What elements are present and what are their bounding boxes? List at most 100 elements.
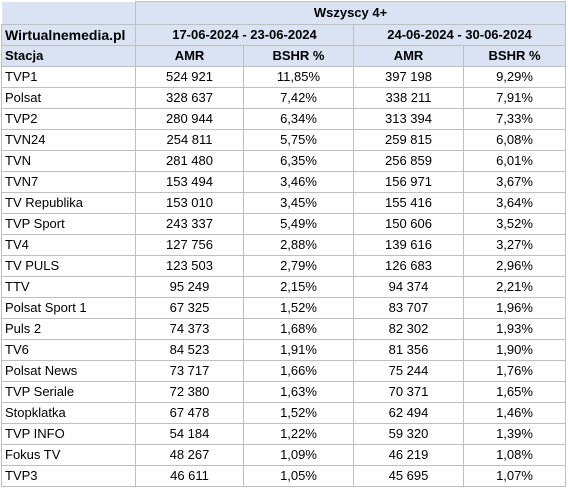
bshr1-cell: 1,63% xyxy=(243,381,354,403)
station-cell: TVP1 xyxy=(1,66,136,88)
amr1-cell: 74 373 xyxy=(135,318,244,340)
bshr2-cell: 1,65% xyxy=(462,381,567,403)
station-cell: TVN xyxy=(1,150,136,172)
group-header: Wszyscy 4+ xyxy=(134,1,567,25)
station-cell: TV4 xyxy=(1,234,136,256)
station-cell: Puls 2 xyxy=(1,318,136,340)
amr1-cell: 67 478 xyxy=(135,402,244,424)
bshr1-cell: 6,35% xyxy=(243,150,354,172)
bshr2-cell: 9,29% xyxy=(462,66,567,88)
table-row: TV6 84 523 1,91% 81 356 1,90% xyxy=(1,339,567,361)
period2-header: 24-06-2024 - 30-06-2024 xyxy=(352,24,567,46)
amr2-cell: 81 356 xyxy=(353,339,464,361)
table-row: TVN24 254 811 5,75% 259 815 6,08% xyxy=(1,129,567,151)
amr1-cell: 46 611 xyxy=(135,465,244,487)
bshr1-cell: 1,91% xyxy=(243,339,354,361)
amr2-cell: 338 211 xyxy=(353,87,464,109)
bshr2-cell: 1,46% xyxy=(462,402,567,424)
bshr2-cell: 1,07% xyxy=(462,465,567,487)
amr2-cell: 70 371 xyxy=(353,381,464,403)
amr-column-header-1: AMR xyxy=(135,45,244,67)
table-row: TV PULS 123 503 2,79% 126 683 2,96% xyxy=(1,255,567,277)
bshr1-cell: 1,52% xyxy=(243,402,354,424)
bshr2-cell: 2,96% xyxy=(462,255,567,277)
table-row: TVP Sport 243 337 5,49% 150 606 3,52% xyxy=(1,213,567,235)
station-cell: TVN7 xyxy=(1,171,136,193)
table-row: Polsat 328 637 7,42% 338 211 7,91% xyxy=(1,87,567,109)
amr1-cell: 67 325 xyxy=(135,297,244,319)
bshr2-cell: 1,76% xyxy=(462,360,567,382)
bshr2-cell: 1,93% xyxy=(462,318,567,340)
amr1-cell: 84 523 xyxy=(135,339,244,361)
bshr1-cell: 5,49% xyxy=(243,213,354,235)
header-row-group: Wszyscy 4+ xyxy=(1,1,567,25)
amr1-cell: 328 637 xyxy=(135,87,244,109)
station-cell: TVP INFO xyxy=(1,423,136,445)
table-row: TVP1 524 921 11,85% 397 198 9,29% xyxy=(1,66,567,88)
bshr2-cell: 7,91% xyxy=(462,87,567,109)
bshr2-cell: 3,27% xyxy=(462,234,567,256)
amr-column-header-2: AMR xyxy=(353,45,464,67)
amr2-cell: 75 244 xyxy=(353,360,464,382)
bshr1-cell: 1,05% xyxy=(243,465,354,487)
table-row: Puls 2 74 373 1,68% 82 302 1,93% xyxy=(1,318,567,340)
amr1-cell: 280 944 xyxy=(135,108,244,130)
bshr1-cell: 1,68% xyxy=(243,318,354,340)
station-cell: Polsat News xyxy=(1,360,136,382)
bshr1-cell: 1,52% xyxy=(243,297,354,319)
bshr1-cell: 2,15% xyxy=(243,276,354,298)
bshr1-cell: 7,42% xyxy=(243,87,354,109)
period1-header: 17-06-2024 - 23-06-2024 xyxy=(135,24,354,46)
station-cell: TVP2 xyxy=(1,108,136,130)
bshr2-cell: 1,39% xyxy=(462,423,567,445)
header-row-periods: Wirtualnemedia.pl 17-06-2024 - 23-06-202… xyxy=(1,24,567,46)
station-cell: TV PULS xyxy=(1,255,136,277)
table-row: TV4 127 756 2,88% 139 616 3,27% xyxy=(1,234,567,256)
table-row: Polsat News 73 717 1,66% 75 244 1,76% xyxy=(1,360,567,382)
amr1-cell: 72 380 xyxy=(135,381,244,403)
amr2-cell: 150 606 xyxy=(353,213,464,235)
bshr1-cell: 1,22% xyxy=(243,423,354,445)
station-cell: TVN24 xyxy=(1,129,136,151)
amr2-cell: 259 815 xyxy=(353,129,464,151)
amr1-cell: 73 717 xyxy=(135,360,244,382)
station-cell: TVP3 xyxy=(1,465,136,487)
table-row: TVN 281 480 6,35% 256 859 6,01% xyxy=(1,150,567,172)
station-cell: TV Republika xyxy=(1,192,136,214)
amr2-cell: 139 616 xyxy=(353,234,464,256)
amr2-cell: 256 859 xyxy=(353,150,464,172)
bshr1-cell: 3,46% xyxy=(243,171,354,193)
amr1-cell: 153 494 xyxy=(135,171,244,193)
table-row: TVP INFO 54 184 1,22% 59 320 1,39% xyxy=(1,423,567,445)
table-row: Stopklatka 67 478 1,52% 62 494 1,46% xyxy=(1,402,567,424)
amr1-cell: 95 249 xyxy=(135,276,244,298)
amr1-cell: 127 756 xyxy=(135,234,244,256)
amr2-cell: 83 707 xyxy=(353,297,464,319)
bshr1-cell: 1,66% xyxy=(243,360,354,382)
table-row: TVP Seriale 72 380 1,63% 70 371 1,65% xyxy=(1,381,567,403)
bshr2-cell: 3,64% xyxy=(462,192,567,214)
amr1-cell: 54 184 xyxy=(135,423,244,445)
amr1-cell: 243 337 xyxy=(135,213,244,235)
station-cell: Stopklatka xyxy=(1,402,136,424)
table-row: Polsat Sport 1 67 325 1,52% 83 707 1,96% xyxy=(1,297,567,319)
table-row: TVP3 46 611 1,05% 45 695 1,07% xyxy=(1,465,567,487)
empty-corner-cell xyxy=(1,1,136,25)
station-cell: TV6 xyxy=(1,339,136,361)
station-cell: TVP Sport xyxy=(1,213,136,235)
amr2-cell: 59 320 xyxy=(353,423,464,445)
amr1-cell: 254 811 xyxy=(135,129,244,151)
bshr2-cell: 1,08% xyxy=(462,444,567,466)
amr1-cell: 524 921 xyxy=(135,66,244,88)
bshr-column-header-1: BSHR % xyxy=(243,45,354,67)
amr2-cell: 155 416 xyxy=(353,192,464,214)
station-cell: Polsat Sport 1 xyxy=(1,297,136,319)
bshr2-cell: 3,52% xyxy=(462,213,567,235)
amr2-cell: 94 374 xyxy=(353,276,464,298)
table-row: TVP2 280 944 6,34% 313 394 7,33% xyxy=(1,108,567,130)
bshr2-cell: 2,21% xyxy=(462,276,567,298)
table-row: TTV 95 249 2,15% 94 374 2,21% xyxy=(1,276,567,298)
bshr2-cell: 1,96% xyxy=(462,297,567,319)
amr1-cell: 48 267 xyxy=(135,444,244,466)
